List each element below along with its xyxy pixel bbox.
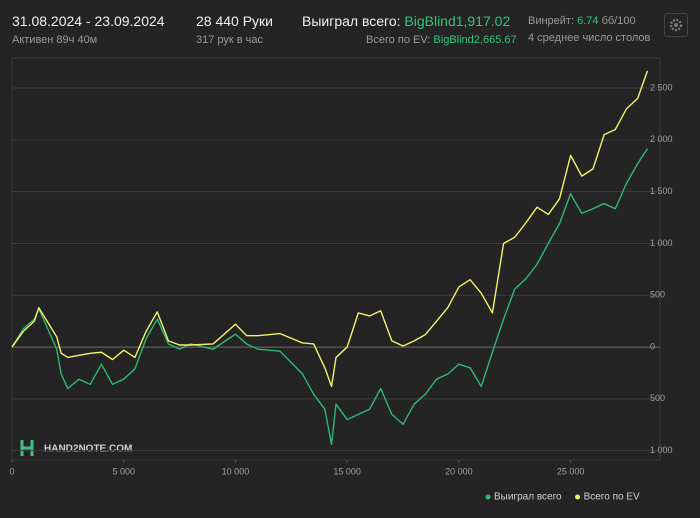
tables: 4 среднее число столов xyxy=(528,32,651,44)
x-tick-label: 0 xyxy=(9,466,14,476)
y-tick-label: 500 xyxy=(650,393,665,403)
y-tick-label: 500 xyxy=(650,290,665,300)
x-tick-label: 10 000 xyxy=(222,466,250,476)
winrate-label: Винрейт: xyxy=(528,15,575,27)
date-range: 31.08.2024 - 23.09.2024 xyxy=(12,13,165,29)
ev-value: BigBlind2,665.67 xyxy=(433,34,517,46)
series-line xyxy=(11,148,649,446)
legend-marker xyxy=(485,494,491,500)
active-time: Активен 89ч 40м xyxy=(12,34,98,46)
x-tick-label: 15 000 xyxy=(333,466,361,476)
watermark: HAND2NOTE.COM xyxy=(20,440,132,456)
y-tick-label: 0 xyxy=(650,341,655,351)
x-tick-label: 25 000 xyxy=(557,466,585,476)
hands: 28 440 Руки xyxy=(196,13,273,29)
won-label: Выиграл всего: xyxy=(302,13,401,29)
series-line xyxy=(11,70,649,388)
won-value: BigBlind1,917.02 xyxy=(404,13,511,29)
y-tick-label: 1 000 xyxy=(650,445,673,455)
hands-per-hour: 317 рук в час xyxy=(196,34,264,46)
legend-marker xyxy=(575,494,581,500)
winrate: Винрейт: 6.74 бб/100 xyxy=(528,15,636,27)
x-tick-label: 5 000 xyxy=(112,466,135,476)
legend-label: Всего по EV xyxy=(584,492,640,503)
y-tick-label: 1 000 xyxy=(650,238,673,248)
ev-label: Всего по EV: xyxy=(366,34,431,46)
watermark-text: HAND2NOTE.COM xyxy=(44,444,132,455)
winrate-unit: бб/100 xyxy=(601,15,636,27)
y-tick-label: 2 500 xyxy=(650,82,673,92)
legend-label: Выиграл всего xyxy=(494,492,562,503)
ev-total: Всего по EV: BigBlind2,665.67 xyxy=(366,34,517,46)
gear-icon xyxy=(669,18,683,32)
x-tick-label: 20 000 xyxy=(445,466,473,476)
y-tick-label: 2 000 xyxy=(650,134,673,144)
settings-button[interactable] xyxy=(664,13,688,37)
won-total: Выиграл всего: BigBlind1,917.02 xyxy=(302,13,510,29)
plot-frame xyxy=(11,57,661,461)
y-tick-label: 1 500 xyxy=(650,186,673,196)
winrate-value: 6.74 xyxy=(577,15,599,27)
